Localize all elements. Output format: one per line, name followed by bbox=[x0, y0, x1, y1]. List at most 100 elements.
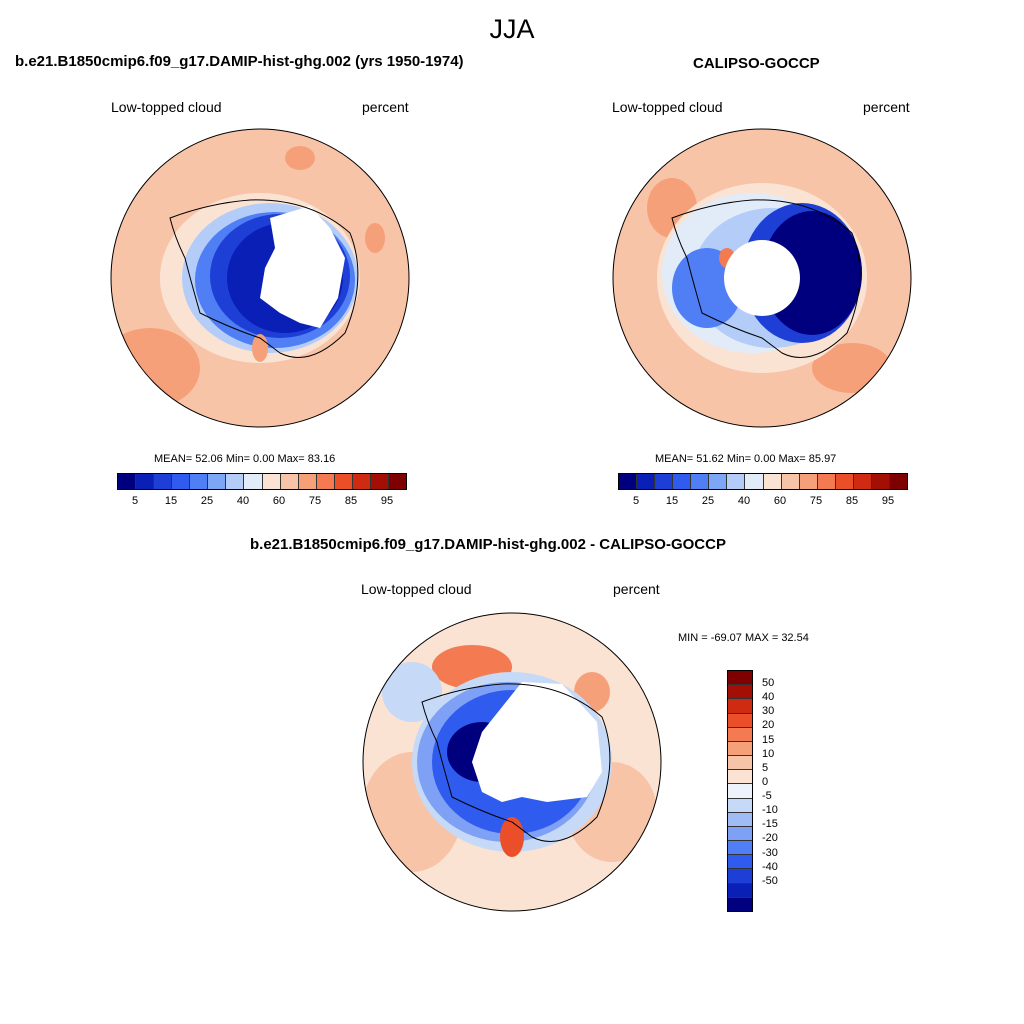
colorbar-tick-label: -50 bbox=[762, 874, 778, 887]
colorbar-swatch bbox=[370, 474, 389, 489]
colorbar-swatch bbox=[728, 770, 752, 785]
colorbar-tick-label: -40 bbox=[762, 860, 778, 873]
colorbar-swatch bbox=[728, 784, 752, 799]
colorbar-swatch bbox=[136, 474, 155, 489]
colorbar-tick-label: 95 bbox=[881, 495, 895, 507]
panel-3-title: b.e21.B1850cmip6.f09_g17.DAMIP-hist-ghg.… bbox=[250, 536, 726, 553]
colorbar-tick-label: 95 bbox=[380, 495, 394, 507]
colorbar-tick-label: 60 bbox=[773, 495, 787, 507]
colorbar-tick-label: 60 bbox=[272, 495, 286, 507]
colorbar-tick-label: 40 bbox=[236, 495, 250, 507]
panel-3-colorbar-ticks: 50 40 30 20 15 10 5 0 -5 -10 -15 -20 -30 -40 -50 bbox=[758, 670, 798, 910]
colorbar-tick-label: -20 bbox=[762, 832, 778, 845]
colorbar-swatch bbox=[728, 699, 752, 714]
colorbar-tick-label: 85 bbox=[845, 495, 859, 507]
colorbar-tick-label: -15 bbox=[762, 818, 778, 831]
colorbar-swatch bbox=[728, 897, 752, 911]
panel-3-units: percent bbox=[613, 581, 660, 597]
colorbar-swatch bbox=[244, 474, 263, 489]
colorbar-tick-label: 20 bbox=[762, 719, 775, 732]
colorbar-tick-label: 15 bbox=[164, 495, 178, 507]
colorbar-tick-label: 40 bbox=[737, 495, 751, 507]
colorbar-swatch bbox=[728, 826, 752, 842]
panel-3-stats: MIN = -69.07 MAX = 32.54 bbox=[678, 632, 809, 644]
panel-2-stats: MEAN= 51.62 Min= 0.00 Max= 85.97 bbox=[655, 453, 837, 465]
colorbar-swatch bbox=[709, 474, 728, 489]
panel-2-colorbar bbox=[618, 473, 908, 490]
colorbar-swatch bbox=[691, 474, 710, 489]
panel-1-title: b.e21.B1850cmip6.f09_g17.DAMIP-hist-ghg.… bbox=[15, 53, 464, 70]
figure-title: JJA bbox=[489, 14, 535, 44]
colorbar-swatch bbox=[316, 474, 335, 489]
panel-3-colorbar bbox=[727, 670, 753, 912]
colorbar-swatch bbox=[728, 685, 752, 700]
panel-1-colorbar bbox=[117, 473, 407, 490]
colorbar-swatch bbox=[728, 841, 752, 856]
colorbar-tick-label: 0 bbox=[762, 775, 769, 788]
colorbar-tick-label: 5 bbox=[131, 495, 139, 507]
colorbar-swatch bbox=[728, 855, 752, 870]
colorbar-swatch bbox=[298, 474, 317, 489]
colorbar-swatch bbox=[280, 474, 299, 489]
colorbar-tick-label: 40 bbox=[762, 691, 775, 704]
colorbar-swatch bbox=[728, 671, 752, 686]
colorbar-swatch bbox=[262, 474, 281, 489]
panel-3-variable: Low-topped cloud bbox=[361, 581, 472, 597]
colorbar-swatch bbox=[673, 474, 692, 489]
colorbar-swatch bbox=[728, 883, 752, 898]
colorbar-swatch bbox=[637, 474, 656, 489]
colorbar-tick-label: 5 bbox=[762, 761, 769, 774]
colorbar-swatch bbox=[799, 474, 818, 489]
colorbar-swatch bbox=[190, 474, 209, 489]
colorbar-swatch bbox=[871, 474, 890, 489]
panel-2-colorbar-ticks: 5 15 25 40 60 75 85 95 bbox=[618, 495, 908, 509]
colorbar-swatch bbox=[352, 474, 371, 489]
colorbar-swatch bbox=[728, 756, 752, 771]
colorbar-swatch bbox=[835, 474, 854, 489]
colorbar-swatch bbox=[728, 741, 752, 757]
colorbar-swatch bbox=[118, 474, 137, 489]
colorbar-tick-label: 25 bbox=[701, 495, 715, 507]
colorbar-tick-label: 75 bbox=[308, 495, 322, 507]
colorbar-tick-label: 15 bbox=[665, 495, 679, 507]
colorbar-swatch bbox=[728, 869, 752, 884]
colorbar-swatch bbox=[334, 474, 353, 489]
colorbar-swatch bbox=[889, 474, 907, 489]
colorbar-tick-label: 15 bbox=[762, 733, 775, 746]
colorbar-swatch bbox=[172, 474, 191, 489]
colorbar-tick-label: -5 bbox=[762, 790, 772, 803]
colorbar-swatch bbox=[781, 474, 800, 489]
colorbar-tick-label: 50 bbox=[762, 677, 775, 690]
colorbar-swatch bbox=[208, 474, 227, 489]
colorbar-swatch bbox=[388, 474, 406, 489]
panel-1-stats: MEAN= 52.06 Min= 0.00 Max= 83.16 bbox=[154, 453, 336, 465]
colorbar-tick-label: 85 bbox=[344, 495, 358, 507]
colorbar-swatch bbox=[745, 474, 764, 489]
colorbar-swatch bbox=[728, 727, 752, 742]
colorbar-tick-label: 5 bbox=[632, 495, 640, 507]
colorbar-swatch bbox=[728, 713, 752, 728]
colorbar-swatch bbox=[728, 812, 752, 827]
colorbar-swatch bbox=[154, 474, 173, 489]
panel-3-polar-map bbox=[362, 612, 662, 912]
colorbar-swatch bbox=[853, 474, 872, 489]
colorbar-swatch bbox=[226, 474, 245, 489]
colorbar-swatch bbox=[655, 474, 674, 489]
colorbar-tick-label: -30 bbox=[762, 846, 778, 859]
panel-1-units: percent bbox=[362, 99, 409, 115]
colorbar-tick-label: -10 bbox=[762, 804, 778, 817]
colorbar-tick-label: 10 bbox=[762, 747, 775, 760]
colorbar-swatch bbox=[763, 474, 782, 489]
panel-1-polar-map bbox=[110, 128, 410, 428]
panel-1-variable: Low-topped cloud bbox=[111, 99, 222, 115]
colorbar-tick-label: 75 bbox=[809, 495, 823, 507]
panel-2-polar-map bbox=[612, 128, 912, 428]
colorbar-tick-label: 30 bbox=[762, 705, 775, 718]
panel-2-units: percent bbox=[863, 99, 910, 115]
colorbar-swatch bbox=[619, 474, 638, 489]
panel-2-title: CALIPSO-GOCCP bbox=[693, 55, 820, 72]
panel-2-variable: Low-topped cloud bbox=[612, 99, 723, 115]
panel-1-colorbar-ticks: 5 15 25 40 60 75 85 95 bbox=[117, 495, 407, 509]
colorbar-swatch bbox=[727, 474, 746, 489]
colorbar-swatch bbox=[817, 474, 836, 489]
